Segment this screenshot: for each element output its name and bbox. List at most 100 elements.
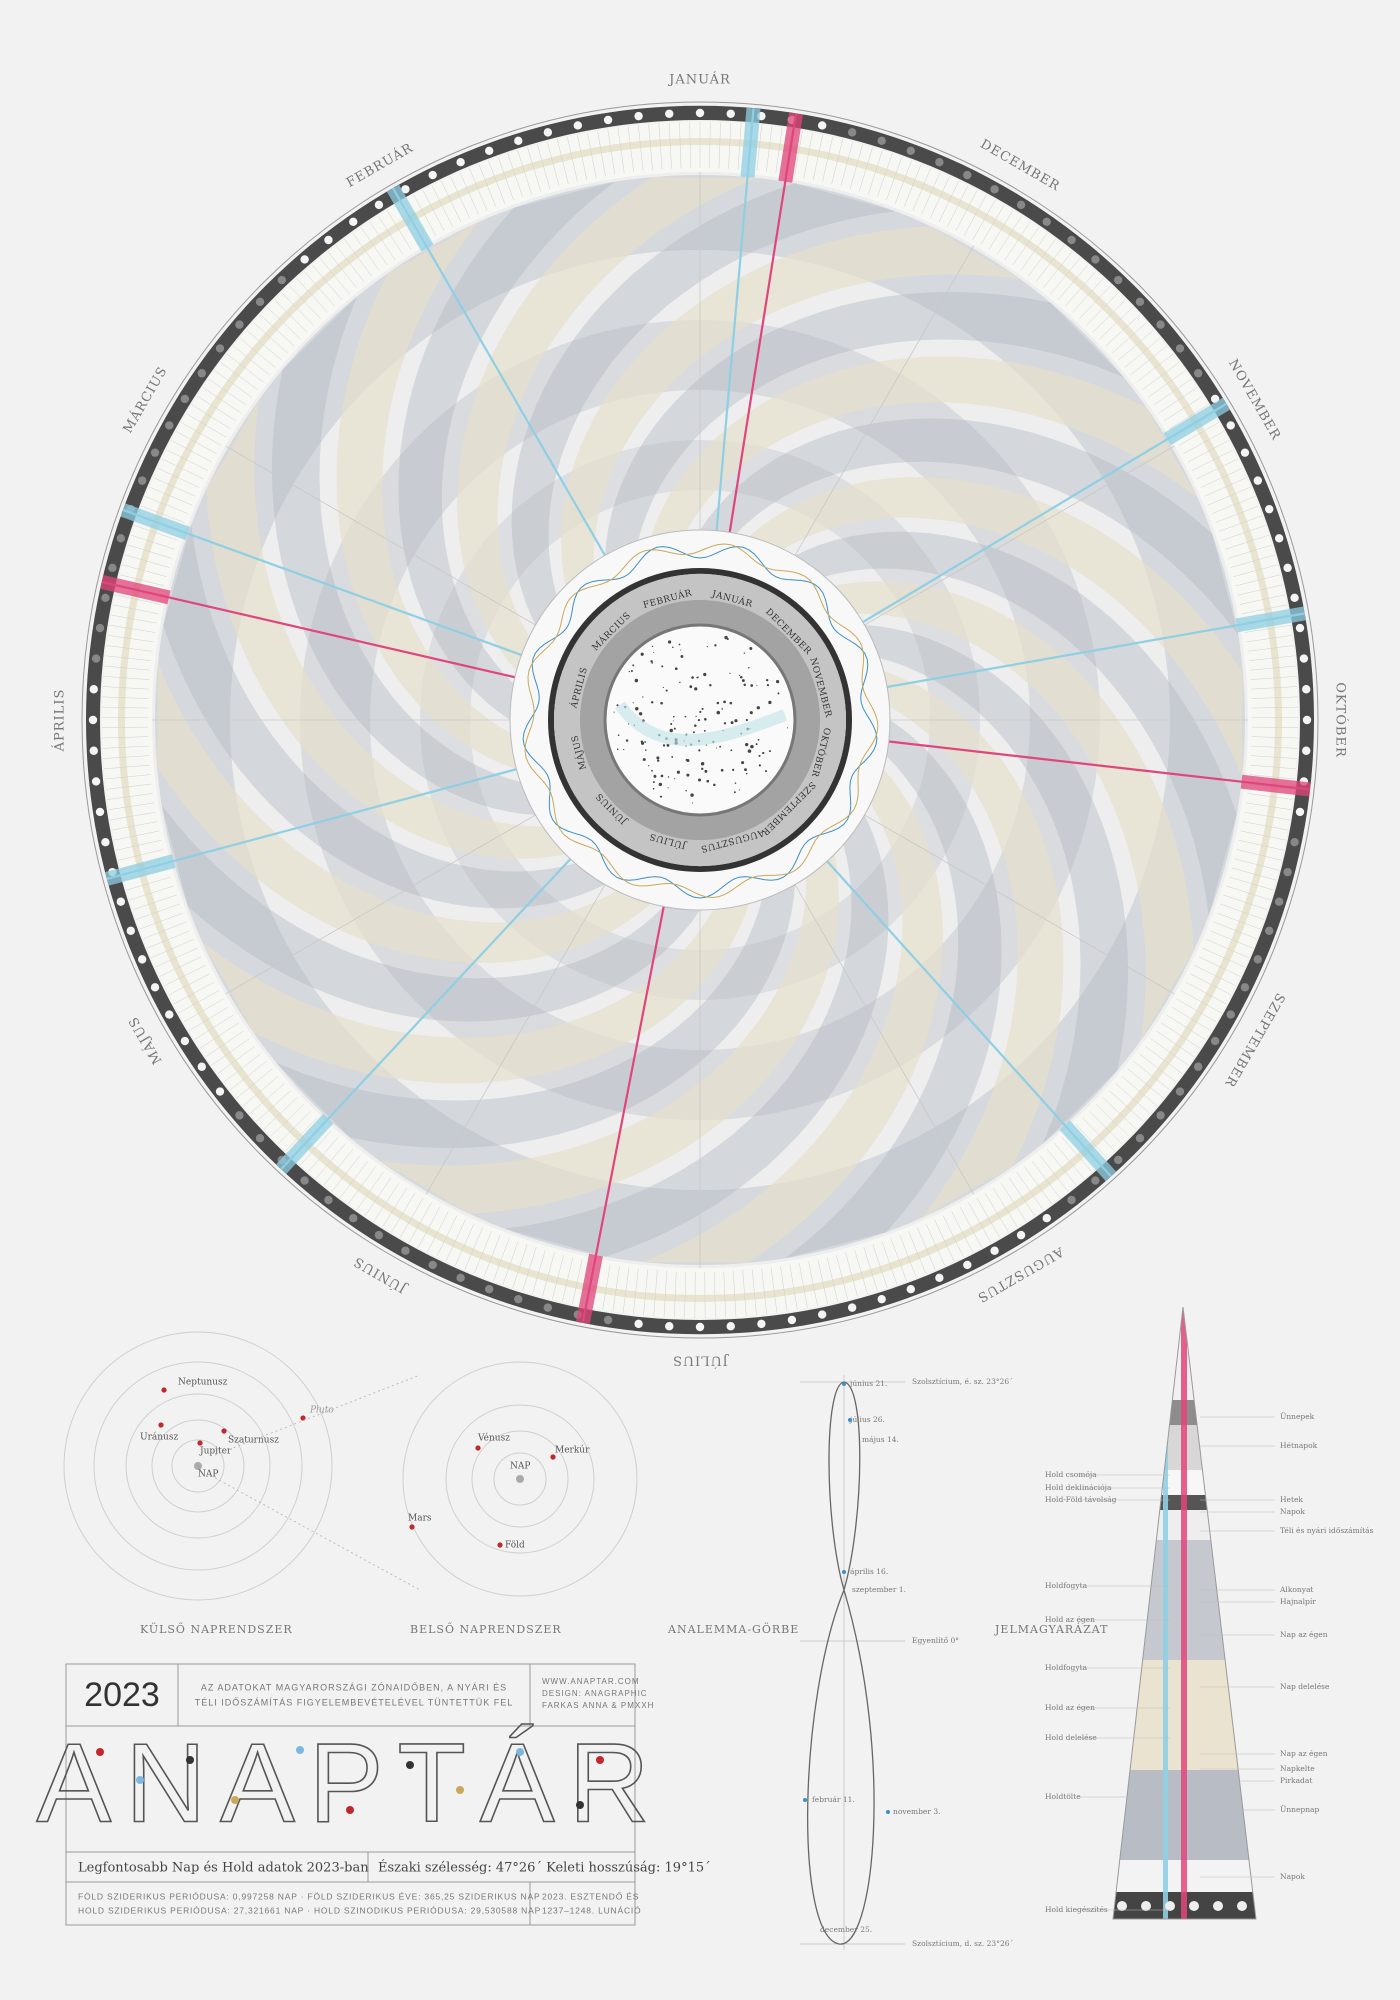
day-tick — [311, 264, 343, 301]
legend-label: Holdtölte — [1045, 1792, 1081, 1801]
moon-phase — [116, 897, 126, 906]
star — [701, 707, 704, 710]
star — [667, 787, 669, 789]
legend-label: Nap az égen — [1280, 1630, 1328, 1639]
day-tick — [1250, 755, 1297, 759]
day-tick — [1156, 1030, 1195, 1057]
star — [706, 646, 708, 648]
star — [640, 652, 644, 656]
star — [673, 727, 676, 730]
star — [642, 758, 646, 762]
day-tick — [1250, 676, 1297, 680]
moon-phase — [787, 1315, 797, 1325]
day-tick — [992, 1187, 1018, 1227]
day-tick — [1127, 1068, 1164, 1099]
moon-phase — [1302, 715, 1312, 725]
moon-phase — [215, 344, 225, 353]
day-tick — [340, 1160, 369, 1198]
day-tick — [1176, 998, 1217, 1023]
moon-phase — [1253, 476, 1263, 485]
moon-phase — [1156, 1111, 1165, 1120]
star — [660, 701, 663, 705]
analemma-label: szeptember 1. — [852, 1585, 906, 1594]
planet-label: NAP — [198, 1470, 218, 1480]
swirl-band — [379, 854, 839, 1214]
day-tick — [105, 655, 152, 661]
day-tick — [378, 215, 404, 255]
day-tick — [102, 726, 149, 728]
moon-phase — [1283, 563, 1292, 573]
moon-phase — [665, 1322, 674, 1331]
day-tick — [344, 239, 372, 277]
legend-label: Alkonyat — [1279, 1585, 1313, 1594]
day-tick — [1240, 830, 1286, 841]
star — [680, 655, 684, 658]
moon-phase — [543, 128, 553, 137]
outer-edge — [81, 101, 1319, 1339]
analemma-label: június 21. — [849, 1379, 887, 1388]
day-tick — [881, 1241, 898, 1285]
moon-phase — [91, 777, 101, 786]
star — [662, 686, 664, 689]
star — [733, 791, 736, 794]
swirl-band — [785, 720, 1002, 1259]
day-tick — [166, 449, 208, 471]
analemma-label: december 25. — [820, 1925, 872, 1934]
day-tick — [1244, 811, 1290, 821]
title-dot — [136, 1776, 144, 1784]
star — [732, 768, 735, 771]
star — [650, 660, 653, 663]
highlight-spoke — [848, 735, 1311, 791]
day-tick — [663, 1270, 668, 1317]
day-tick — [356, 1171, 384, 1210]
day-tick — [129, 885, 174, 901]
day-tick — [454, 1223, 475, 1266]
day-tick — [1229, 876, 1274, 891]
day-tick — [766, 126, 773, 173]
orbit — [445, 1404, 595, 1554]
star — [703, 729, 706, 732]
day-tick — [300, 1130, 332, 1166]
day-tick — [211, 1038, 250, 1066]
day-tick — [186, 413, 227, 438]
star — [653, 651, 655, 653]
legend-label: Nap delelése — [1280, 1682, 1330, 1691]
star — [749, 646, 753, 650]
day-tick — [194, 1014, 234, 1040]
day-tick — [1004, 221, 1031, 261]
day-tick — [1206, 939, 1249, 958]
star — [749, 711, 753, 715]
orbit — [402, 1361, 638, 1597]
day-tick — [450, 176, 470, 219]
moon-phase — [165, 421, 174, 430]
moon-phase — [634, 111, 643, 121]
moon-phase — [116, 534, 126, 543]
star — [723, 700, 726, 704]
day-tick — [1054, 1143, 1085, 1179]
moon-phase — [603, 1315, 613, 1325]
day-tick — [527, 147, 541, 192]
day-tick — [1198, 956, 1241, 977]
day-tick — [400, 1197, 424, 1238]
section-title: ANALEMMA-GÖRBE — [667, 1622, 799, 1636]
day-tick — [1202, 947, 1245, 968]
day-tick — [1065, 271, 1096, 307]
day-tick — [164, 965, 206, 986]
day-tick — [223, 1053, 261, 1083]
star — [768, 750, 771, 753]
day-tick — [770, 1267, 778, 1314]
day-tick — [632, 1268, 639, 1315]
star — [743, 683, 746, 687]
moon-phase — [906, 1285, 916, 1294]
star — [741, 679, 745, 682]
day-tick — [239, 337, 276, 368]
moon-phase — [91, 654, 101, 663]
day-tick — [118, 849, 164, 861]
highlight-spoke — [799, 830, 1112, 1178]
day-tick — [1187, 440, 1229, 463]
day-tick — [107, 793, 153, 800]
day-tick — [469, 168, 488, 211]
day-tick — [1035, 245, 1065, 283]
location: Északi szélesség: 47°26´ Keleti hosszúsá… — [378, 1860, 711, 1876]
moon-phase — [137, 476, 147, 485]
